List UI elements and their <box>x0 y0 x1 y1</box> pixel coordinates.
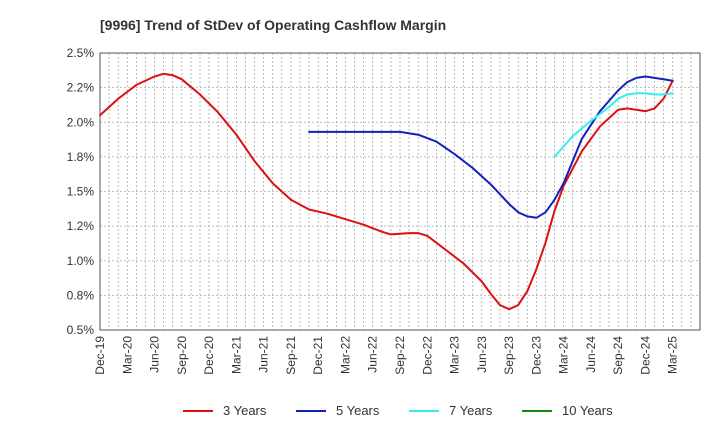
x-tick-label: Mar-25 <box>666 336 680 374</box>
x-tick-label: Dec-20 <box>202 336 216 375</box>
series-line-3-years <box>99 72 674 311</box>
series-lines <box>99 72 674 311</box>
x-tick-label: Sep-21 <box>284 336 298 375</box>
y-tick-label: 2.5% <box>67 46 95 60</box>
series-line-7-years <box>553 92 674 158</box>
x-tick-label: Jun-22 <box>366 336 380 373</box>
legend-label: 3 Years <box>223 403 267 418</box>
x-tick-label: Mar-23 <box>448 336 462 374</box>
x-tick-label: Jun-24 <box>584 336 598 373</box>
x-tick-label: Mar-24 <box>557 336 571 374</box>
x-tick-label: Mar-22 <box>338 336 352 374</box>
x-tick-label: Dec-24 <box>638 336 652 375</box>
y-tick-label: 1.8% <box>67 150 95 164</box>
x-tick-label: Sep-23 <box>502 336 516 375</box>
x-tick-label: Jun-20 <box>148 336 162 373</box>
x-axis-tick-labels: Dec-19 Mar-20 Jun-20 Sep-20 Dec-20 Mar-21 Jun-… <box>93 336 680 375</box>
x-tick-label: Dec-22 <box>420 336 434 375</box>
x-tick-label: Dec-19 <box>93 336 107 375</box>
chart-title: [9996] Trend of StDev of Operating Cashf… <box>100 17 446 33</box>
legend-label: 7 Years <box>449 403 493 418</box>
legend-label: 5 Years <box>336 403 380 418</box>
y-tick-label: 1.2% <box>67 219 95 233</box>
y-tick-label: 1.5% <box>67 185 95 199</box>
y-tick-label: 0.8% <box>67 288 95 302</box>
x-tick-label: Sep-22 <box>393 336 407 375</box>
axes <box>99 52 701 331</box>
grid-lines <box>99 52 701 331</box>
y-tick-label: 0.5% <box>67 323 95 337</box>
x-tick-label: Dec-21 <box>311 336 325 375</box>
plot-frame <box>99 52 701 331</box>
legend: 3 Years 5 Years 7 Years 10 Years <box>183 403 613 418</box>
x-tick-label: Jun-21 <box>257 336 271 373</box>
series-line-5-years <box>308 75 674 219</box>
legend-label: 10 Years <box>562 403 613 418</box>
y-tick-label: 1.0% <box>67 254 95 268</box>
x-tick-label: Jun-23 <box>475 336 489 373</box>
x-tick-label: Mar-21 <box>229 336 243 374</box>
y-axis-tick-labels: 0.5% 0.8% 1.0% 1.2% 1.5% 1.8% 2.0% 2.2% 2.5% <box>67 46 95 337</box>
x-tick-label: Sep-20 <box>175 336 189 375</box>
x-tick-label: Mar-20 <box>120 336 134 374</box>
x-tick-label: Sep-24 <box>611 336 625 375</box>
y-tick-label: 2.0% <box>67 115 95 129</box>
x-tick-label: Dec-23 <box>529 336 543 375</box>
y-tick-label: 2.2% <box>67 81 95 95</box>
